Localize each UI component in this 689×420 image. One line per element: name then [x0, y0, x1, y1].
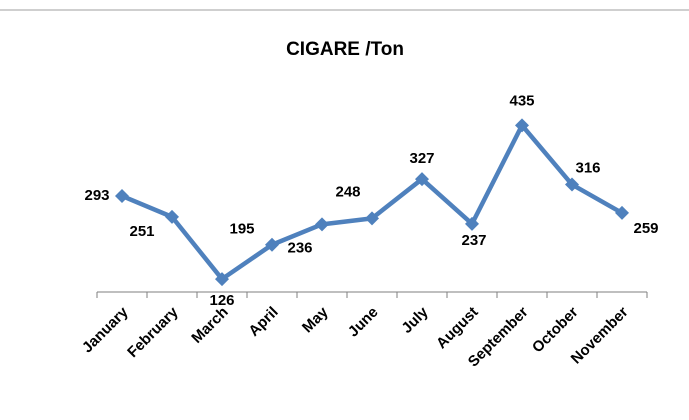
data-label: 248 [335, 183, 360, 200]
x-tick-label: July [398, 303, 432, 337]
marker [365, 211, 379, 226]
marker [265, 237, 279, 252]
x-tick-label: February [124, 303, 182, 361]
marker [465, 216, 479, 231]
marker [165, 209, 179, 224]
marker [515, 118, 529, 133]
line [121, 123, 624, 282]
marker [615, 205, 629, 220]
x-tick-label: April [245, 304, 281, 340]
data-label: 327 [409, 150, 434, 167]
data-label: 237 [461, 232, 486, 249]
chart-title: CIGARE /Ton [286, 39, 404, 60]
x-tick-label: March [188, 304, 231, 347]
marker [215, 272, 229, 287]
data-label: 435 [509, 92, 534, 109]
data-label: 195 [229, 221, 254, 238]
marker [315, 217, 329, 232]
x-tick-label: August [433, 304, 482, 353]
marker [565, 177, 579, 192]
data-label: 293 [84, 187, 109, 204]
marker [415, 172, 429, 187]
data-label: 126 [209, 292, 234, 309]
data-label: 251 [129, 223, 154, 240]
data-label: 236 [287, 239, 312, 256]
x-tick-label: May [299, 303, 332, 336]
x-tick-label: June [345, 304, 382, 341]
data-label: 259 [633, 220, 658, 237]
data-label: 316 [575, 160, 600, 177]
marker [115, 188, 129, 203]
